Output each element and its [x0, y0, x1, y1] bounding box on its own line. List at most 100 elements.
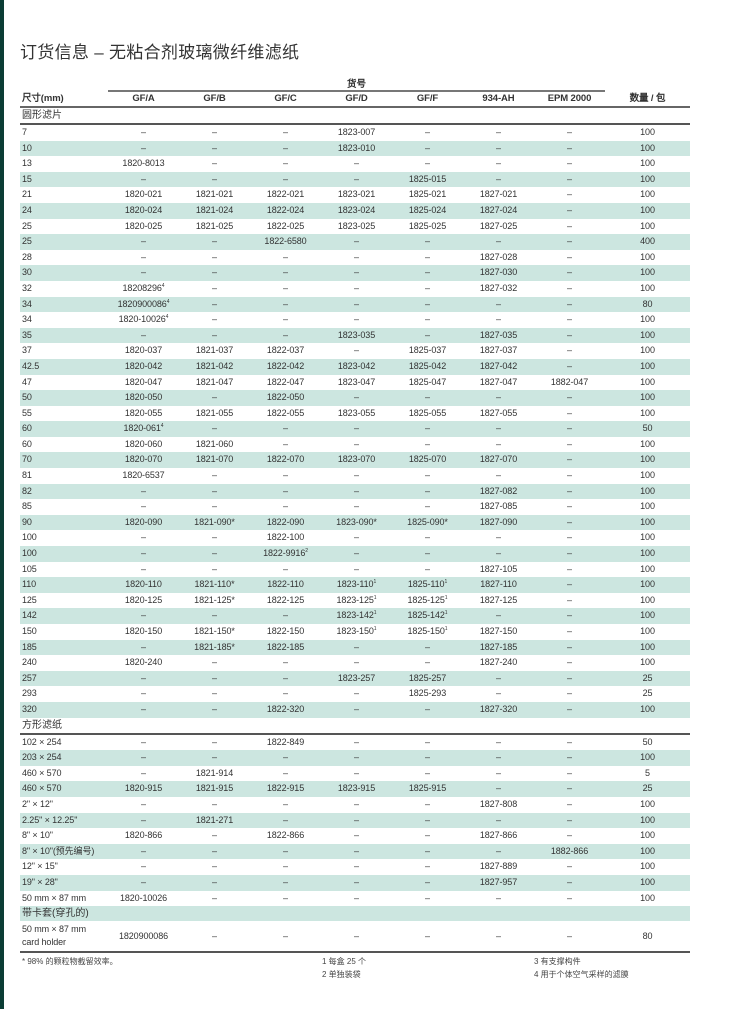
- cell-gfb: –: [212, 501, 217, 512]
- cell-gfa: 1820-042: [124, 360, 163, 371]
- cell-gfa: 1820-024: [124, 204, 163, 215]
- cell-934ah: –: [496, 931, 501, 942]
- cell-size: 142: [22, 610, 37, 621]
- cell-gfa: 1820-125: [124, 594, 163, 605]
- cell-epm2000: –: [567, 532, 572, 543]
- cell-size: 42.5: [22, 360, 40, 371]
- cell-gfd: 1823-070: [337, 454, 376, 465]
- cell-gfb: –: [212, 314, 217, 325]
- cell-size: 50 mm × 87 mm card holder: [22, 924, 86, 948]
- cell-gff: 1825-047: [408, 376, 447, 387]
- cell-gfc: 1822-047: [266, 376, 305, 387]
- cell-gff: –: [425, 703, 430, 714]
- cell-gfb: –: [212, 485, 217, 496]
- cell-934ah: 1827-240: [479, 657, 518, 668]
- cell-gfb: –: [212, 251, 217, 262]
- cell-gfa: –: [141, 814, 146, 825]
- cell-934ah: 1827-037: [479, 345, 518, 356]
- cell-gff: –: [425, 501, 430, 512]
- cell-size: 60: [22, 423, 32, 434]
- table-row: 90 1820-090 1821-090* 1822-090 1823-090* 1825…: [20, 514, 690, 531]
- cell-gfa: 1820-0614: [123, 423, 164, 434]
- cell-size: 37: [22, 345, 32, 356]
- cell-gfa: 1820-100264: [118, 314, 169, 325]
- cell-epm2000: –: [567, 360, 572, 371]
- cell-epm2000: –: [567, 783, 572, 794]
- cell-epm2000: –: [567, 798, 572, 809]
- cell-934ah: 1827-024: [479, 204, 518, 215]
- cell-gfa: –: [141, 610, 146, 621]
- cell-size: 19" × 28": [22, 876, 58, 887]
- cell-size: 8" × 10"(预先编号): [22, 845, 95, 856]
- table-row: 82 – – – – – 1827-082 – 100: [20, 483, 690, 500]
- cell-size: 240: [22, 657, 37, 668]
- cell-size: 90: [22, 516, 32, 527]
- cell-gfb: 1821-271: [195, 814, 234, 825]
- cell-epm2000: –: [567, 345, 572, 356]
- table-row: 81 1820-6537 – – – – – – 100: [20, 468, 690, 484]
- cell-size: 50: [22, 392, 32, 403]
- cell-gfb: –: [212, 329, 217, 340]
- cell-size: 320: [22, 703, 37, 714]
- table-row: 460 × 570 – 1821-914 – – – – – 5: [20, 766, 690, 782]
- cell-gfa: 1820-866: [124, 830, 163, 841]
- cell-quantity: 100: [640, 861, 655, 872]
- cell-size: 34: [22, 314, 32, 325]
- cell-gff: 1825-037: [408, 345, 447, 356]
- cell-quantity: 100: [640, 267, 655, 278]
- table-row: 105 – – – – – 1827-105 – 100: [20, 562, 690, 578]
- cell-gfb: –: [212, 830, 217, 841]
- cell-934ah: 1827-085: [479, 501, 518, 512]
- cell-gfb: 1821-025: [195, 220, 234, 231]
- cell-epm2000: –: [567, 423, 572, 434]
- cell-quantity: 100: [640, 360, 655, 371]
- cell-size: 10: [22, 142, 32, 153]
- cell-size: 125: [22, 594, 37, 605]
- cell-gfc: 1822-915: [266, 783, 305, 794]
- cell-gfb: –: [212, 158, 217, 169]
- group-header-divider: [108, 90, 605, 92]
- cell-epm2000: –: [567, 470, 572, 481]
- cell-934ah: –: [496, 767, 501, 778]
- cell-gfc: 1822-110: [267, 579, 304, 590]
- cell-size: 21: [22, 189, 32, 200]
- cell-gfb: 1821-047: [195, 376, 234, 387]
- cell-gfd: –: [354, 158, 359, 169]
- cell-934ah: –: [496, 892, 501, 903]
- table-row: 21 1820-021 1821-021 1822-021 1823-021 1825-0…: [20, 187, 690, 203]
- cell-gfc: –: [283, 657, 288, 668]
- footnote-4: 4 用于个体空气采样的滤膜: [534, 969, 629, 979]
- cell-quantity: 100: [640, 892, 655, 903]
- cell-gff: –: [425, 548, 430, 559]
- cell-epm2000: –: [567, 876, 572, 887]
- cell-gfc: –: [283, 752, 288, 763]
- table-row: 25 1820-025 1821-025 1822-025 1823-025 1825-0…: [20, 219, 690, 235]
- cell-gfa: 1820-090: [124, 516, 163, 527]
- cell-gfd: 1823-042: [337, 360, 376, 371]
- cell-gff: 1825-042: [408, 360, 447, 371]
- cell-gfa: 1820-150: [124, 626, 163, 636]
- cell-gff: 1825-1101: [407, 579, 448, 590]
- cell-epm2000: –: [567, 314, 572, 325]
- cell-934ah: 1827-028: [479, 251, 518, 262]
- cell-quantity: 100: [640, 845, 655, 856]
- cell-epm2000: –: [567, 548, 572, 559]
- cell-gff: 1825-015: [408, 173, 447, 184]
- cell-epm2000: –: [567, 703, 572, 714]
- cell-quantity: 100: [640, 158, 655, 169]
- cell-gfb: –: [212, 392, 217, 403]
- cell-gfc: –: [283, 798, 288, 809]
- cell-gff: 1825-1251: [407, 594, 448, 605]
- cell-epm2000: –: [567, 329, 572, 340]
- footer-divider: [20, 951, 690, 953]
- cell-gfc: –: [283, 251, 288, 262]
- table-row: 30 – – – – – 1827-030 – 100: [20, 265, 690, 281]
- cell-gfd: –: [354, 485, 359, 496]
- cell-epm2000: –: [567, 672, 572, 683]
- cell-gfb: –: [212, 736, 217, 747]
- cell-934ah: –: [496, 548, 501, 559]
- cell-size: 25: [22, 220, 32, 231]
- cell-gfa: 1820900086: [118, 931, 169, 942]
- cell-gfb: 1821-042: [195, 360, 234, 371]
- cell-gfb: –: [212, 892, 217, 903]
